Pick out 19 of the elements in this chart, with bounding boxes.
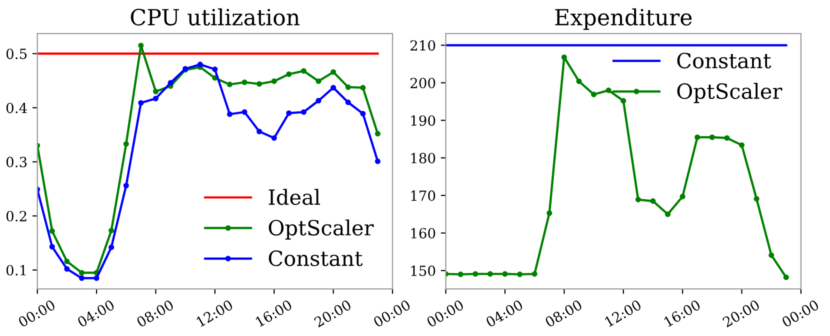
- legend-label: Constant: [268, 250, 363, 266]
- legend-label: OptScaler: [268, 219, 374, 240]
- y-tick-label: 0.2: [6, 210, 26, 222]
- legend-label: OptScaler: [677, 82, 782, 104]
- legend-label: Ideal: [268, 188, 320, 206]
- y-tick-label: 180: [411, 152, 436, 164]
- y-tick-label: 0.5: [6, 48, 27, 60]
- y-tick-label: 210: [410, 40, 436, 51]
- chart-title: Expenditure: [555, 8, 692, 30]
- y-tick-label: 200: [410, 78, 436, 88]
- y-tick-label: 0.3: [6, 156, 27, 168]
- y-tick-label: 0.4: [6, 102, 27, 114]
- y-tick-label: 190: [411, 115, 436, 126]
- chart-title: CPU utilization: [130, 8, 300, 26]
- y-tick-label: 0.1: [6, 264, 26, 276]
- legend-label: Constant: [677, 52, 772, 68]
- y-tick-label: 160: [411, 228, 436, 238]
- y-tick-label: 170: [411, 190, 436, 201]
- y-tick-label: 150: [411, 266, 436, 276]
